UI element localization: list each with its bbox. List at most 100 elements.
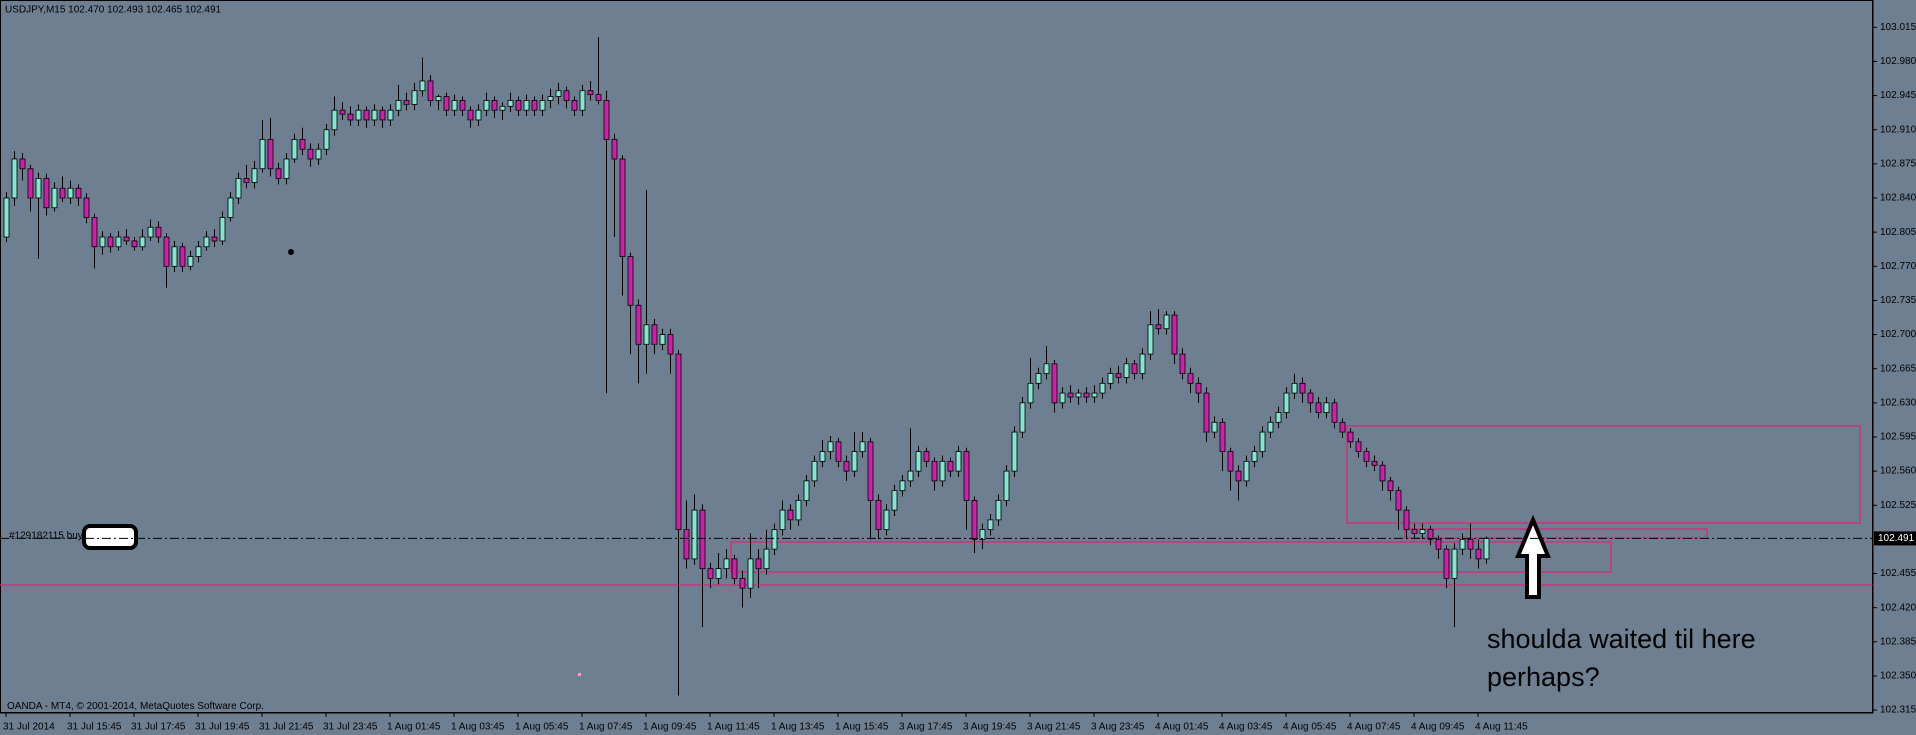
candle-body (1115, 373, 1122, 378)
candle-body (371, 109, 378, 121)
candle-body (1163, 314, 1170, 330)
candle-body (939, 460, 946, 482)
candle-body (987, 519, 994, 531)
candle-body (571, 100, 578, 111)
candle-body (555, 90, 562, 97)
x-tick-label: 1 Aug 03:45 (451, 722, 505, 733)
candle-body (1411, 529, 1418, 534)
y-tick-label: 102.840 (1880, 193, 1916, 204)
candle-body (235, 178, 242, 199)
candle-body (243, 178, 250, 183)
candle-body (1371, 460, 1378, 466)
y-tick-label: 102.805 (1880, 227, 1916, 238)
candle-body (227, 197, 234, 218)
candle-body (659, 334, 666, 345)
candle-body (251, 168, 258, 183)
candle-body (1419, 529, 1426, 534)
candle-body (899, 480, 906, 492)
x-tick-label: 1 Aug 15:45 (835, 722, 889, 733)
x-tick-label: 1 Aug 05:45 (515, 722, 569, 733)
candle-body (1227, 451, 1234, 472)
chart-title: USDJPY,M15 102.470 102.493 102.465 102.4… (5, 5, 222, 16)
candle-body (283, 158, 290, 179)
candle-body (1291, 382, 1298, 394)
candle-body (1307, 392, 1314, 404)
candle-body (1283, 392, 1290, 413)
candle-body (1155, 324, 1162, 330)
x-tick-label: 1 Aug 11:45 (707, 722, 760, 733)
candle-body (627, 256, 634, 306)
candles (3, 37, 1490, 696)
candle-body (723, 558, 730, 570)
candle-body (923, 451, 930, 462)
candle-body (643, 324, 650, 345)
candle-body (1243, 460, 1250, 482)
candle-body (1011, 431, 1018, 472)
candle-body (1139, 353, 1146, 374)
candle-body (875, 499, 882, 531)
y-tick-label: 102.770 (1880, 261, 1916, 272)
candle-body (1043, 363, 1050, 374)
candle-body (963, 451, 970, 501)
candle-body (475, 109, 482, 121)
candle-body (139, 236, 146, 248)
candle-body (1251, 451, 1258, 462)
candle-body (1427, 529, 1434, 540)
candle-body (91, 217, 98, 248)
candle-body (603, 100, 610, 140)
candle-body (27, 168, 34, 199)
candle-body (43, 178, 50, 209)
candle-body (611, 139, 618, 160)
candle-body (1107, 373, 1114, 384)
x-tick-label: 31 Jul 23:45 (323, 722, 378, 733)
candle-body (1219, 421, 1226, 452)
candle-body (683, 529, 690, 560)
candle-body (1387, 480, 1394, 492)
candle-body (739, 577, 746, 589)
candle-body (891, 490, 898, 511)
x-tick-label: 4 Aug 09:45 (1411, 722, 1465, 733)
candle-body (915, 451, 922, 472)
candle-body (1195, 382, 1202, 394)
candle-body (931, 460, 938, 482)
candle-body (427, 80, 434, 101)
candle-body (1467, 538, 1474, 550)
candle-body (131, 240, 138, 248)
candle-body (19, 158, 26, 170)
candle-body (59, 187, 66, 199)
candle-body (971, 499, 978, 540)
candle-body (355, 109, 362, 121)
candle-body (747, 558, 754, 589)
dot (578, 673, 581, 676)
candle-body (1435, 538, 1442, 550)
candle-body (563, 90, 570, 101)
candle-body (1403, 509, 1410, 531)
candle-body (291, 139, 298, 160)
candle-body (435, 96, 442, 101)
candle-body (1459, 538, 1466, 550)
candle-body (451, 100, 458, 111)
rectangle-zone (730, 541, 1612, 573)
y-tick-label: 102.980 (1880, 56, 1916, 67)
candle-body (1339, 421, 1346, 433)
candle-body (1123, 363, 1130, 378)
candle-body (1443, 548, 1450, 579)
candle-body (339, 109, 346, 115)
candle-body (795, 499, 802, 521)
y-tick-label: 102.700 (1880, 329, 1916, 340)
candle-body (883, 509, 890, 531)
candle-body (867, 441, 874, 501)
candle-body (379, 109, 386, 121)
candle-body (35, 178, 42, 199)
candle-body (779, 509, 786, 531)
y-tick-label: 102.315 (1880, 705, 1916, 716)
candle-body (403, 100, 410, 105)
candle-body (715, 568, 722, 579)
candle-body (187, 256, 194, 267)
x-tick-label: 31 Jul 19:45 (195, 722, 250, 733)
candle-body (651, 324, 658, 345)
candle-body (699, 509, 706, 570)
y-tick-label: 102.910 (1880, 124, 1916, 135)
candle-body (843, 460, 850, 472)
